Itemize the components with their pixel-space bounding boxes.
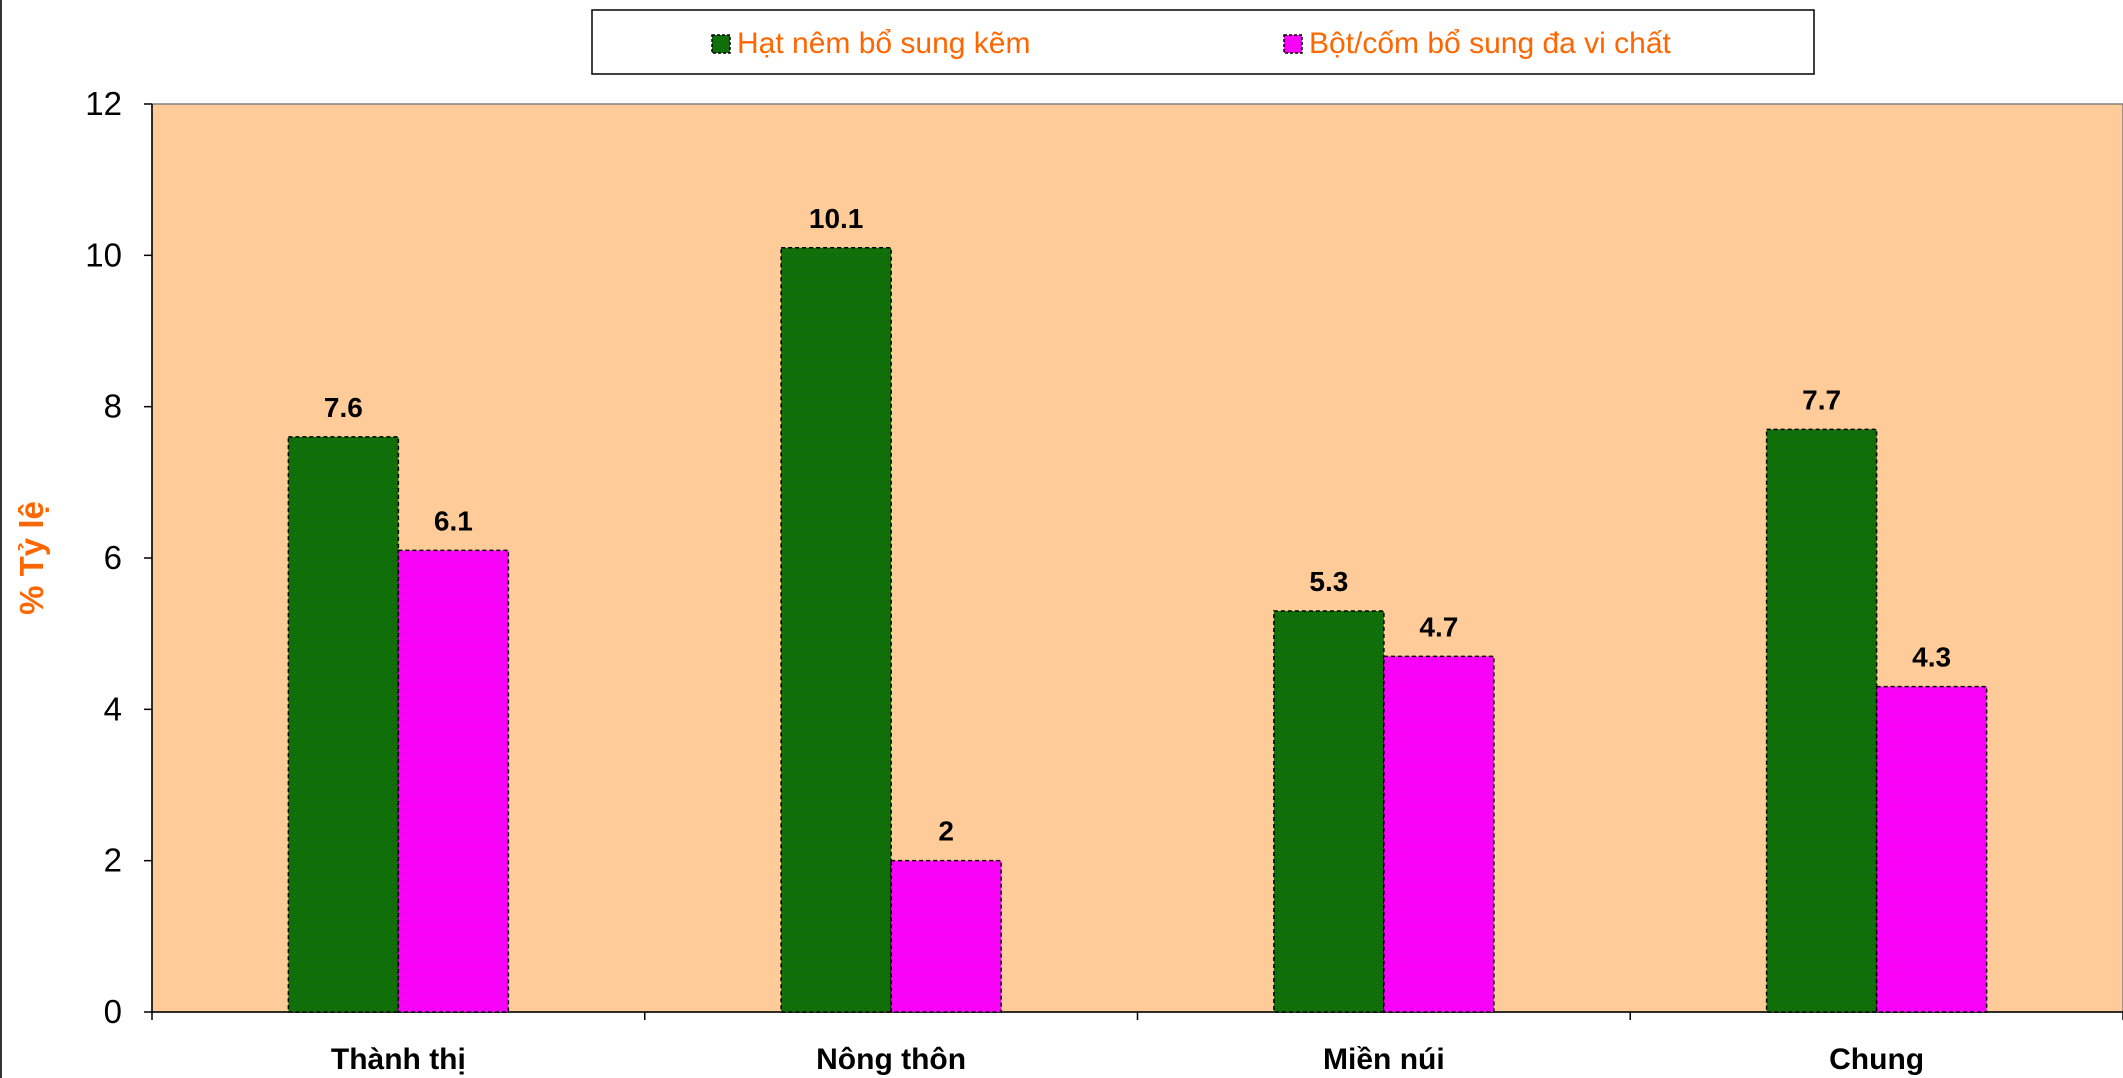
- bar-series-1: [1273, 610, 1385, 1013]
- data-label: 7.7: [1802, 384, 1841, 415]
- y-tick-label: 4: [104, 690, 122, 727]
- data-label: 6.1: [434, 505, 473, 536]
- x-tick-label: Nông thôn: [816, 1043, 966, 1076]
- legend-label-series-1: Hạt nêm bổ sung kẽm: [737, 27, 1030, 60]
- x-tick-label: Chung: [1829, 1043, 1924, 1076]
- y-tick-label: 0: [104, 993, 122, 1030]
- bar-series-1: [780, 247, 892, 1013]
- data-label: 10.1: [809, 203, 864, 234]
- legend: Hạt nêm bổ sung kẽm Bột/cốm bổ sung đa v…: [591, 9, 1815, 75]
- y-tick-label: 12: [85, 85, 122, 122]
- bar-series-2: [1875, 685, 1988, 1013]
- bar-series-1: [287, 436, 400, 1013]
- left-edge-rule: [0, 0, 2, 1078]
- y-tick-label: 6: [104, 539, 122, 576]
- legend-swatch-series-2: [1283, 34, 1303, 54]
- legend-label-series-2: Bột/cốm bổ sung đa vi chất: [1309, 27, 1672, 60]
- x-tick-label: Miền núi: [1323, 1043, 1445, 1076]
- legend-item-series-1: Hạt nêm bổ sung kẽm: [711, 27, 1030, 60]
- legend-frame: [591, 9, 1815, 75]
- bars-group: [287, 247, 1988, 1013]
- legend-swatch-series-1: [711, 34, 731, 54]
- legend-item-series-2: Bột/cốm bổ sung đa vi chất: [1283, 27, 1672, 60]
- y-axis: 0 2 4 6 8 10 12: [85, 85, 153, 1030]
- data-labels-group: 7.6 10.1 5.3 7.7 6.1 2 4.7 4.3: [324, 203, 1951, 847]
- x-tick-label: Thành thị: [331, 1043, 466, 1076]
- y-axis-title: % Tỷ lệ: [13, 501, 50, 615]
- data-label: 7.6: [324, 392, 363, 423]
- data-label: 2: [938, 816, 954, 847]
- x-axis: Thành thị Nông thôn Miền núi Chung: [151, 1011, 2123, 1076]
- y-tick-label: 10: [85, 236, 122, 273]
- bar-series-2: [890, 859, 1002, 1013]
- data-label: 4.3: [1912, 642, 1951, 673]
- bar-series-2: [1383, 655, 1495, 1013]
- data-label: 4.7: [1419, 611, 1458, 642]
- bar-series-2: [397, 549, 510, 1013]
- data-label: 5.3: [1309, 566, 1348, 597]
- y-tick-label: 2: [104, 842, 122, 879]
- y-tick-label: 8: [104, 388, 122, 425]
- bar-series-1: [1765, 428, 1878, 1013]
